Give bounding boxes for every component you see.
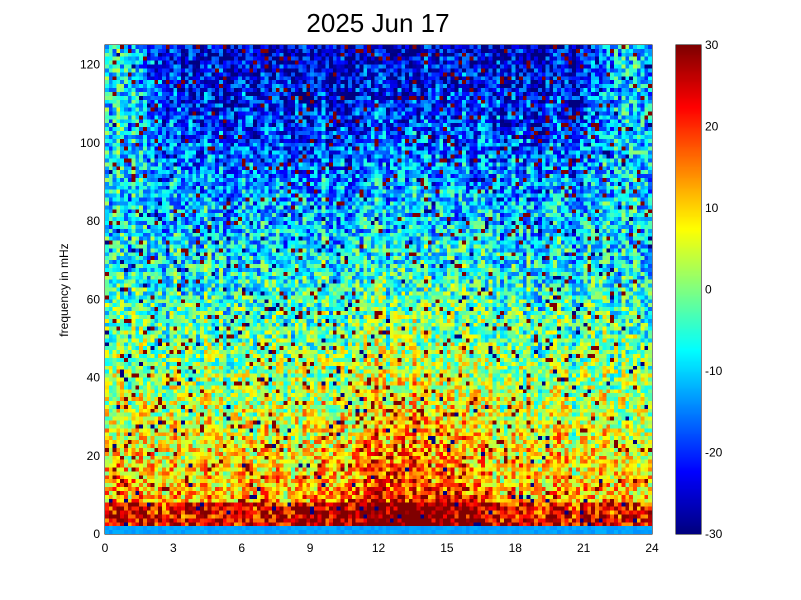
x-tick-label: 21 [577,541,591,555]
y-tick-label: 60 [87,292,101,306]
colorbar-tick-label: 30 [705,38,719,52]
y-axis-label: frequency in mHz [57,243,71,336]
x-tick-label: 0 [102,541,109,555]
x-tick-label: 9 [307,541,314,555]
x-tick-label: 3 [170,541,177,555]
colorbar-tick-label: -20 [705,446,723,460]
colorbar [676,45,701,534]
colorbar-tick-label: 0 [705,283,712,297]
colorbar-tick-label: 10 [705,201,719,215]
y-tick-label: 100 [80,136,100,150]
colorbar-tick-label: 20 [705,120,719,134]
y-tick-label: 0 [93,527,100,541]
x-tick-label: 15 [440,541,454,555]
y-tick-label: 40 [87,371,101,385]
chart-title: 2025 Jun 17 [306,8,449,38]
x-tick-label: 18 [509,541,523,555]
y-tick-label: 80 [87,214,101,228]
colorbar-tick-label: -10 [705,364,723,378]
x-tick-label: 12 [372,541,386,555]
x-tick-label: 6 [238,541,245,555]
y-tick-label: 120 [80,58,100,72]
x-tick-label: 24 [645,541,659,555]
y-tick-label: 20 [87,449,101,463]
colorbar-tick-label: -30 [705,527,723,541]
spectrogram-heatmap [105,45,652,534]
colorbar-ticks: 30 20 10 0 -10 -20 -30 [697,38,723,541]
